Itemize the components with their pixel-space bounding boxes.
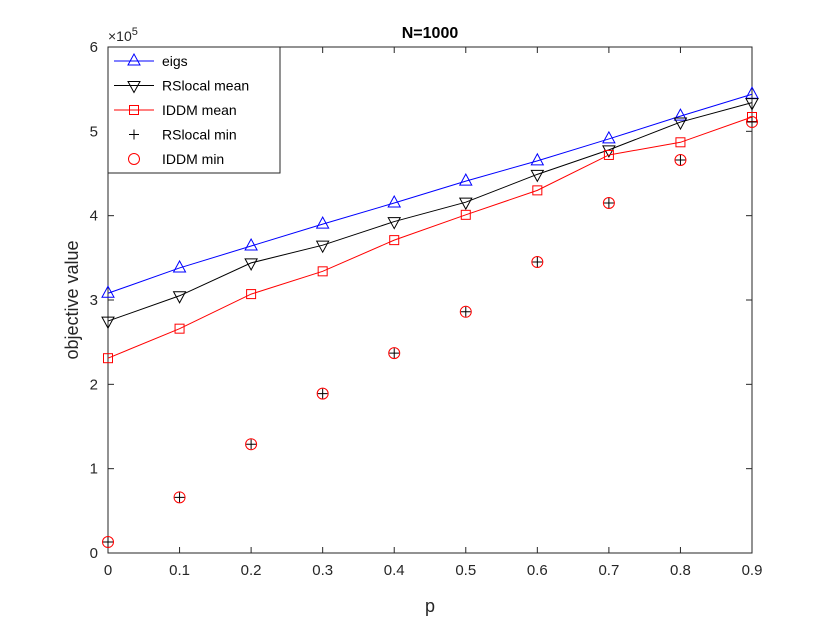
series-line [107, 116, 753, 359]
legend-marker [128, 153, 140, 165]
x-tick-label: 0 [104, 562, 112, 579]
data-point [746, 116, 758, 129]
legend-label: RSlocal min [162, 127, 237, 143]
data-point [389, 348, 400, 359]
x-axis-label: p [425, 596, 435, 616]
data-point [172, 259, 187, 273]
data-point [532, 185, 543, 196]
y-tick-label: 6 [90, 39, 98, 56]
data-point [103, 353, 113, 364]
legend-marker [127, 52, 141, 66]
legend-marker [129, 105, 139, 115]
y-axis-label: objective value [62, 240, 82, 359]
data-point [531, 256, 544, 269]
data-point [674, 154, 687, 167]
y-exponent: 5 [132, 26, 138, 38]
y-tick-label: 3 [90, 292, 98, 309]
data-point [315, 240, 330, 254]
data-point [315, 216, 330, 229]
data-point [173, 491, 186, 504]
data-point [673, 108, 688, 121]
data-point [602, 130, 616, 144]
data-point [101, 316, 115, 330]
legend-label: IDDM mean [162, 102, 237, 118]
data-point [172, 291, 187, 304]
x-tick-label: 0.5 [455, 562, 476, 579]
x-tick-label: 0.9 [742, 562, 763, 579]
data-point [460, 306, 471, 317]
x-tick-label: 0.3 [312, 562, 333, 579]
legend-label: RSlocal mean [162, 78, 249, 94]
data-point [602, 145, 616, 158]
data-point [174, 492, 185, 503]
data-point [747, 117, 757, 128]
data-point [102, 536, 114, 549]
series-line [107, 93, 753, 294]
data-point [389, 235, 400, 246]
x-tick-label: 0.6 [527, 562, 548, 579]
data-point [530, 169, 545, 183]
data-point [387, 217, 402, 230]
data-point [244, 237, 258, 251]
data-point [675, 155, 686, 166]
legend-marker [127, 81, 141, 94]
data-point [317, 266, 328, 277]
data-point [603, 198, 614, 209]
data-point [745, 98, 759, 111]
x-tick-label: 0.2 [241, 562, 262, 579]
data-point [246, 289, 257, 300]
x-tick-label: 0.7 [598, 562, 619, 579]
data-point [603, 149, 614, 160]
y-tick-label: 4 [90, 208, 98, 225]
data-point [245, 438, 258, 451]
x-tick-label: 0.8 [670, 562, 691, 579]
y-tick-label: 2 [90, 376, 98, 393]
data-point [388, 347, 401, 360]
data-point [459, 305, 472, 318]
x-tick-label: 0.4 [384, 562, 405, 579]
data-point [174, 323, 185, 334]
data-point [532, 257, 543, 268]
legend-label: IDDM min [162, 151, 224, 167]
legend-marker [129, 129, 139, 140]
y-tick-label: 1 [90, 461, 98, 478]
data-point [387, 194, 402, 208]
series-iddm-min [102, 116, 758, 549]
series-rslocal-min [103, 117, 757, 548]
data-point [675, 137, 686, 148]
series-line [107, 102, 753, 322]
y-multiplier: ×10 [108, 28, 132, 44]
data-point [460, 209, 471, 220]
x-tick-label: 0.1 [169, 562, 190, 579]
data-point [458, 197, 473, 211]
y-tick-label: 0 [90, 545, 98, 562]
legend: eigs RSlocal mean IDDM mean RSlocal min IDDM… [107, 46, 281, 174]
data-point [673, 117, 688, 131]
data-point [458, 173, 473, 186]
data-point [101, 285, 115, 298]
data-point [317, 388, 328, 399]
data-point [530, 152, 545, 166]
legend-label: eigs [162, 53, 188, 69]
data-point [246, 439, 257, 450]
chart-title: N=1000 [402, 25, 459, 42]
series-eigs [101, 86, 759, 298]
data-point [602, 197, 615, 210]
y-tick-label: 5 [90, 123, 98, 140]
series-rslocal-mean [101, 98, 759, 330]
y-exponent-label: ×105 [108, 26, 138, 44]
data-point [103, 537, 113, 548]
data-point [316, 387, 329, 400]
data-point [244, 258, 258, 271]
